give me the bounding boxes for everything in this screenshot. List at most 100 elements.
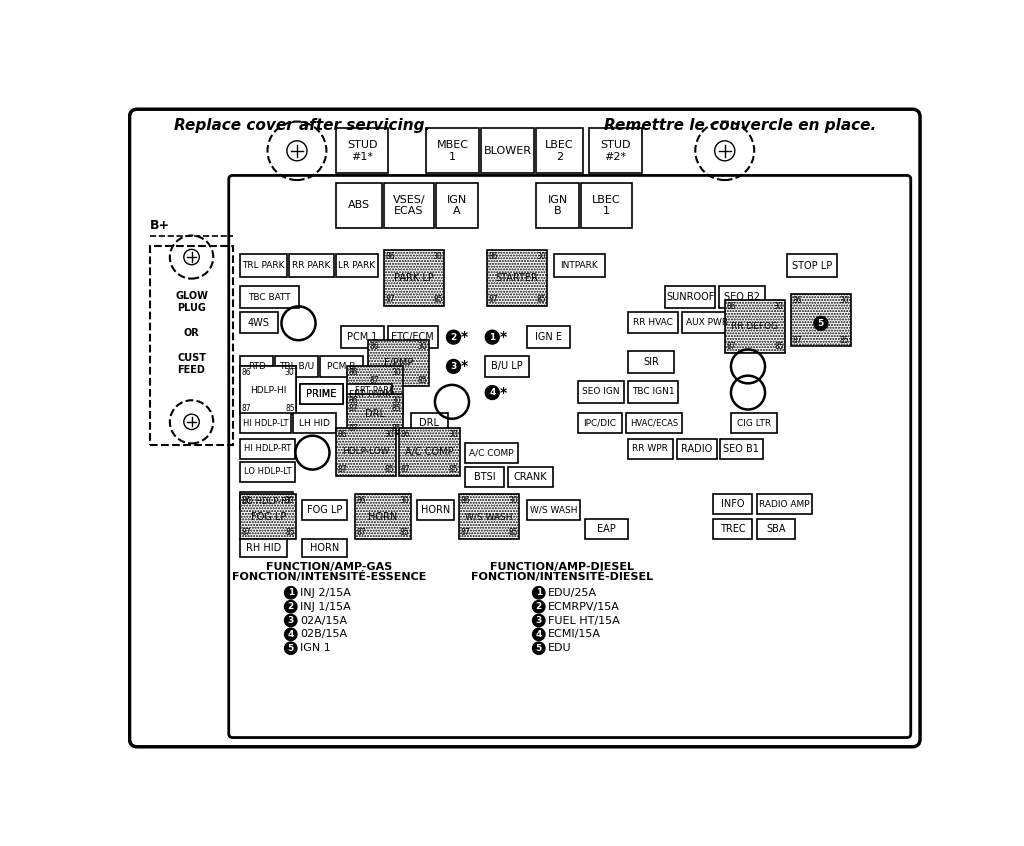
Text: 87: 87	[488, 295, 498, 304]
Text: CRANK: CRANK	[513, 471, 547, 481]
Bar	[241, 366, 296, 415]
Text: 87: 87	[400, 465, 411, 475]
Text: 3: 3	[288, 616, 294, 625]
Bar	[241, 366, 296, 415]
Text: TBC BATT: TBC BATT	[248, 293, 291, 302]
Text: PRIME: PRIME	[306, 389, 337, 399]
Text: STUD
#1*: STUD #1*	[347, 140, 377, 162]
Bar	[628, 351, 675, 372]
Text: STARTER: STARTER	[496, 273, 539, 283]
Text: HORN: HORN	[310, 543, 340, 553]
Bar	[791, 294, 851, 346]
Bar	[426, 129, 479, 173]
Circle shape	[285, 586, 297, 599]
Bar	[713, 519, 752, 539]
Text: DRL: DRL	[366, 409, 385, 419]
Bar	[757, 494, 812, 514]
Bar	[300, 384, 343, 404]
Text: 86: 86	[349, 368, 358, 377]
Text: 85: 85	[433, 295, 442, 304]
Bar	[302, 500, 347, 519]
Text: 02A/15A: 02A/15A	[300, 616, 347, 625]
Text: 86: 86	[400, 430, 411, 438]
Text: 85: 85	[399, 529, 410, 537]
Text: 87: 87	[349, 404, 358, 413]
Text: ABS: ABS	[348, 201, 370, 211]
Text: 2: 2	[288, 602, 294, 611]
Text: SEO IGN: SEO IGN	[582, 387, 620, 396]
Bar	[336, 129, 388, 173]
Bar	[486, 250, 547, 305]
Bar	[537, 183, 579, 228]
Text: HI HDLP-RT: HI HDLP-RT	[244, 444, 291, 453]
Bar	[241, 366, 296, 415]
Text: 1: 1	[536, 588, 542, 597]
Text: A/C COMP: A/C COMP	[469, 449, 514, 458]
Bar	[411, 414, 449, 433]
Text: HDLP-HI: HDLP-HI	[250, 386, 287, 395]
Bar	[369, 340, 429, 387]
Bar	[459, 494, 519, 539]
Text: 86: 86	[356, 496, 367, 505]
Bar	[399, 428, 460, 475]
Text: 86: 86	[370, 342, 380, 351]
Bar	[628, 439, 673, 459]
Text: B/U LP: B/U LP	[492, 361, 523, 371]
Text: SBA: SBA	[766, 524, 785, 534]
FancyBboxPatch shape	[130, 109, 920, 747]
Text: 30: 30	[385, 430, 394, 438]
Bar	[791, 294, 851, 346]
Bar	[554, 254, 604, 277]
Circle shape	[485, 386, 500, 399]
Bar	[481, 129, 535, 173]
Text: W/S WASH: W/S WASH	[529, 505, 578, 514]
Text: HVAC/ECAS: HVAC/ECAS	[630, 419, 678, 428]
Bar	[241, 494, 296, 539]
Bar	[355, 494, 411, 539]
Text: IGN
B: IGN B	[548, 195, 568, 217]
Text: IGN E: IGN E	[535, 332, 562, 342]
Bar	[465, 466, 504, 486]
Bar	[486, 250, 547, 305]
Text: RADIO AMP: RADIO AMP	[759, 500, 810, 508]
Bar	[336, 183, 382, 228]
Text: 85: 85	[537, 295, 546, 304]
Bar	[757, 519, 796, 539]
Bar	[484, 355, 529, 377]
Text: AUX PWR: AUX PWR	[686, 318, 728, 327]
Bar	[399, 428, 460, 475]
Text: 02B/15A: 02B/15A	[300, 629, 347, 640]
Text: 85: 85	[508, 529, 518, 537]
Text: IPC/DIC: IPC/DIC	[584, 419, 616, 428]
Bar	[241, 539, 287, 558]
Text: 30: 30	[285, 496, 295, 505]
Text: FONCTION/INTENSITÉ-DIESEL: FONCTION/INTENSITÉ-DIESEL	[471, 571, 653, 582]
Circle shape	[532, 642, 545, 654]
Bar	[302, 539, 347, 558]
Bar	[582, 183, 632, 228]
Text: Replace cover after servicing.: Replace cover after servicing.	[174, 118, 431, 133]
Text: *: *	[461, 360, 468, 373]
Bar	[384, 183, 434, 228]
Text: RADIO: RADIO	[681, 444, 713, 453]
Bar	[719, 286, 765, 308]
Text: W/S WASH: W/S WASH	[465, 512, 513, 521]
Text: FONCTION/INTENSITÉ-ESSENCE: FONCTION/INTENSITÉ-ESSENCE	[232, 571, 427, 582]
Text: TRL B/U: TRL B/U	[279, 362, 314, 371]
Bar	[369, 340, 429, 387]
Bar	[627, 414, 682, 433]
Bar	[347, 394, 403, 434]
Text: EDU: EDU	[548, 643, 571, 653]
Bar	[628, 381, 678, 403]
Text: 87: 87	[793, 336, 802, 345]
Bar	[786, 254, 838, 277]
Circle shape	[446, 360, 461, 373]
Bar	[589, 129, 642, 173]
Text: INJ 1/15A: INJ 1/15A	[300, 602, 351, 612]
Text: B+: B+	[150, 219, 170, 232]
Text: TREC: TREC	[720, 524, 745, 534]
Text: SUNROOF: SUNROOF	[666, 292, 715, 302]
Text: 85: 85	[774, 342, 783, 351]
Bar	[578, 414, 623, 433]
Bar	[241, 311, 278, 333]
